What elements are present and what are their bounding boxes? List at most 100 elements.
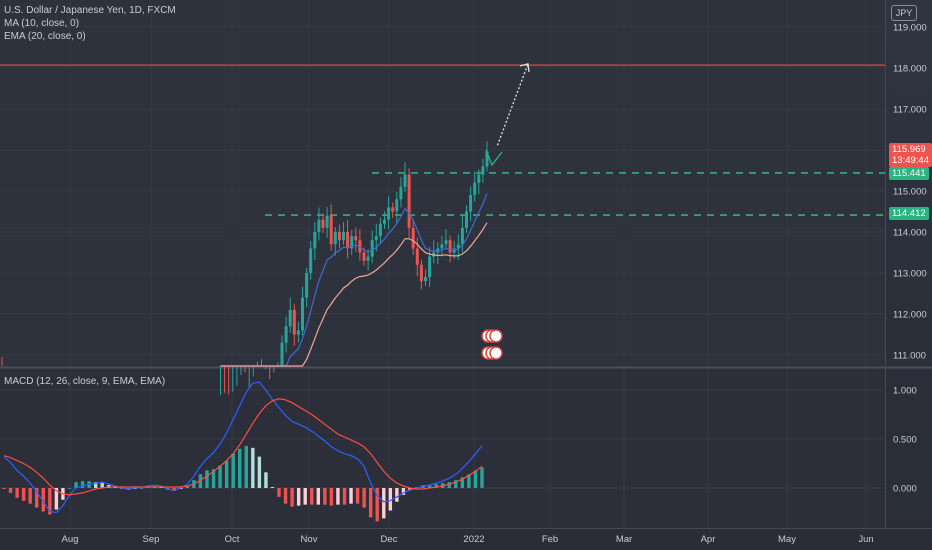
macd-bar	[368, 488, 373, 518]
macd-bar	[244, 445, 248, 488]
macd-bar	[427, 485, 432, 488]
time-axis-label: May	[778, 534, 796, 545]
candle-body	[280, 342, 284, 366]
macd-title[interactable]: MACD (12, 26, close, 9, EMA, EMA)	[4, 376, 166, 387]
last-price-value: 115.969	[892, 144, 926, 155]
symbol-title[interactable]: U.S. Dollar / Japanese Yen, 1D, FXCM	[4, 5, 176, 16]
macd-bar	[100, 482, 104, 488]
candle-body	[403, 174, 407, 187]
time-axis-label: Aug	[62, 534, 79, 545]
macd-histogram	[2, 445, 484, 522]
candle-body	[317, 219, 321, 232]
price-axis-label: 115.000	[893, 187, 927, 198]
countdown-value: 13:49:44	[892, 155, 929, 166]
macd-bar	[205, 470, 209, 488]
ma-legend[interactable]: MA (10, close, 0)	[4, 18, 80, 29]
macd-bar	[336, 488, 340, 505]
time-axis-label: 2022	[463, 534, 484, 545]
candle-body	[346, 232, 350, 249]
candle-body	[296, 330, 300, 335]
time-axis-label: Mar	[616, 534, 632, 545]
macd-bar	[290, 488, 294, 507]
candle-body	[342, 232, 345, 241]
macd-bar	[401, 488, 406, 495]
time-axis-label: Jun	[858, 534, 873, 545]
candle-body	[321, 219, 325, 228]
candle-body	[325, 215, 329, 228]
macd-bar	[382, 488, 386, 519]
candle-body	[411, 227, 415, 249]
candle-body	[448, 240, 452, 253]
macd-bar	[388, 488, 393, 511]
candle-body	[309, 248, 313, 273]
last-price-badge: 115.969 13:49:44	[889, 143, 932, 167]
macd-bar	[41, 488, 45, 512]
macd-bar	[467, 474, 471, 488]
candle-body	[383, 219, 386, 224]
candle-body	[395, 199, 399, 212]
macd-bar	[80, 481, 85, 488]
candle-body	[428, 256, 432, 278]
macd-bar	[395, 488, 399, 502]
macd-bar	[218, 465, 222, 488]
macd-bar	[270, 487, 275, 488]
time-axis-label: Nov	[301, 534, 318, 545]
macd-bar	[54, 488, 59, 510]
macd-bar	[15, 488, 19, 498]
event-marker	[489, 329, 503, 343]
macd-bar	[447, 482, 451, 488]
price-axis-label: 113.000	[893, 269, 927, 280]
macd-bar	[480, 467, 484, 488]
macd-bar	[454, 480, 458, 488]
price-axis-label: 119.000	[893, 23, 927, 34]
ema-legend[interactable]: EMA (20, close, 0)	[4, 31, 86, 42]
level-lower-badge: 114.412	[889, 207, 929, 220]
macd-bar	[303, 488, 307, 505]
macd-bar	[460, 477, 465, 488]
price-axis-label: 117.000	[893, 105, 927, 116]
price-pane-bg	[0, 0, 885, 366]
currency-button[interactable]: JPY	[891, 5, 917, 21]
candle-body	[424, 277, 427, 282]
time-axis-label: Sep	[143, 534, 160, 545]
event-marker	[489, 346, 503, 360]
macd-bar	[93, 482, 98, 488]
macd-bar	[211, 469, 216, 488]
macd-bar	[74, 482, 78, 488]
candle-body	[444, 240, 448, 245]
candle-body	[415, 248, 419, 265]
macd-bar	[473, 470, 478, 488]
macd-bar	[310, 488, 314, 505]
candles	[220, 141, 489, 396]
candle-body	[301, 297, 304, 331]
pullback-arrow	[485, 149, 503, 167]
macd-bar	[296, 488, 301, 506]
candle-body	[288, 309, 292, 327]
macd-bar	[434, 484, 438, 488]
time-axis-label: Apr	[701, 534, 716, 545]
macd-bar	[48, 488, 52, 515]
level-upper-badge: 115.441	[889, 167, 929, 180]
candle-body	[477, 174, 481, 183]
price-axis-label: 114.000	[893, 228, 927, 239]
macd-axis-label: 0.000	[893, 484, 917, 495]
macd-bar	[21, 488, 26, 501]
candle-body	[350, 236, 354, 249]
price-axis-label: 112.000	[893, 310, 927, 321]
macd-bar	[67, 488, 72, 489]
macd-bar	[198, 474, 203, 488]
macd-bar	[8, 488, 13, 493]
candle-body	[469, 195, 473, 212]
macd-bar	[251, 447, 255, 488]
macd-bar	[342, 488, 347, 505]
ema-line	[220, 222, 488, 367]
macd-legend: MACD (12, 26, close, 9, EMA, EMA)	[4, 375, 165, 388]
candle-body	[378, 223, 382, 237]
candle-body	[399, 186, 403, 200]
candle-body	[370, 240, 374, 257]
candle-body	[440, 244, 444, 249]
candle-body	[391, 207, 395, 212]
candle-body	[292, 309, 296, 335]
